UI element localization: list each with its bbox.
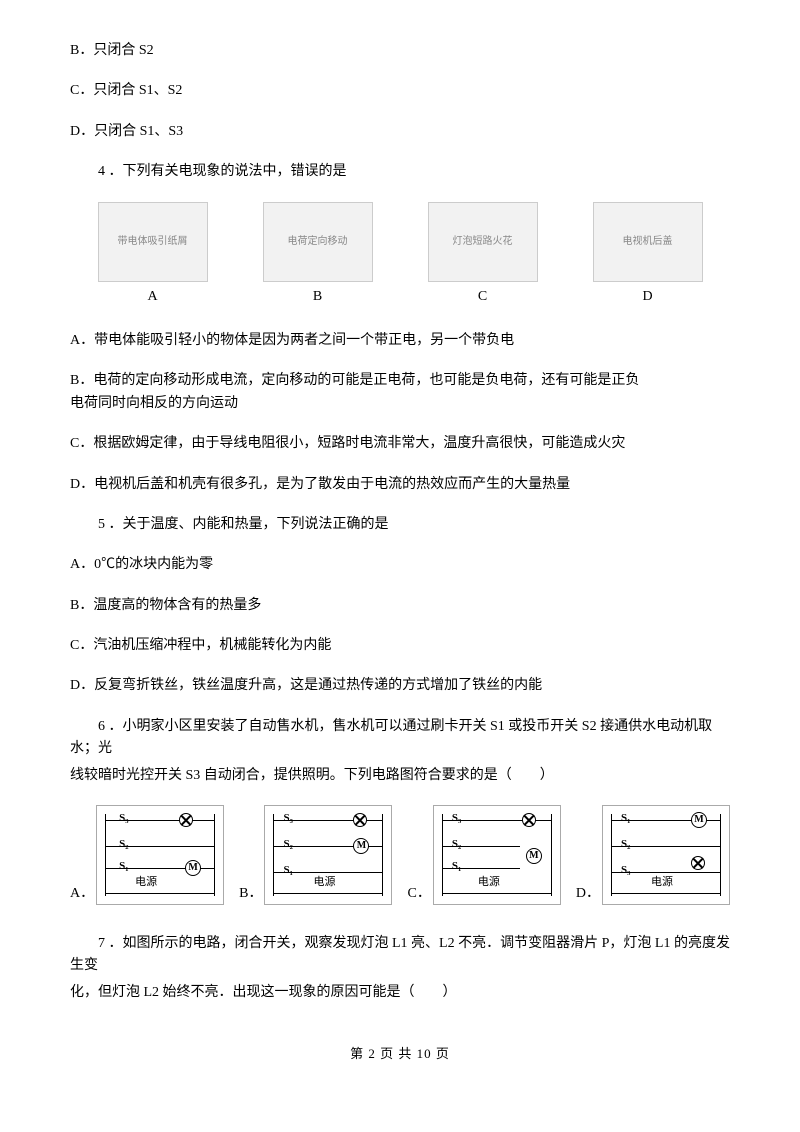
q6-circuit-b: B． S₃ S₂ M S₁ 电源	[239, 805, 392, 905]
q6-circuit-c-diagram: S₃ S₂ S₁ M 电源	[433, 805, 561, 905]
q7-stem-line1: 7 ．如图所示的电路，闭合开关，观察发现灯泡 L1 亮、L2 不亮．调节变阻器滑…	[70, 933, 730, 978]
q4-fig-c-image: 灯泡短路火花	[428, 202, 538, 282]
q4-fig-b: 电荷定向移动 B	[263, 202, 373, 308]
q4-figure-row: 带电体吸引纸屑 A 电荷定向移动 B 灯泡短路火花 C 电视机后盖 D	[70, 202, 730, 308]
q6-circuit-a-diagram: S₃ S₂ S₁ M 电源	[96, 805, 224, 905]
q6-circuit-d-label: D．	[576, 883, 600, 905]
q5-option-b: B．温度高的物体含有的热量多	[70, 595, 730, 617]
q4-fig-a-label: A	[98, 286, 208, 308]
q4-fig-c: 灯泡短路火花 C	[428, 202, 538, 308]
q6-circuit-row: A． S₃ S₂ S₁ M 电源 B． S₃ S₂	[70, 805, 730, 905]
q6-circuit-a-label: A．	[70, 883, 94, 905]
q6-circuit-a: A． S₃ S₂ S₁ M 电源	[70, 805, 224, 905]
q4-fig-b-label: B	[263, 286, 373, 308]
q3-option-d: D．只闭合 S1、S3	[70, 121, 730, 143]
q4-fig-d: 电视机后盖 D	[593, 202, 703, 308]
q6-circuit-c: C． S₃ S₂ S₁ M 电源	[408, 805, 561, 905]
q4-stem: 4 ．下列有关电现象的说法中，错误的是	[70, 161, 730, 183]
q6-circuit-b-diagram: S₃ S₂ M S₁ 电源	[264, 805, 392, 905]
q6-stem-line1: 6 ．小明家小区里安装了自动售水机，售水机可以通过刷卡开关 S1 或投币开关 S…	[70, 716, 730, 761]
q4-option-a: A．带电体能吸引轻小的物体是因为两者之间一个带正电，另一个带负电	[70, 330, 730, 352]
q5-option-a: A．0℃的冰块内能为零	[70, 554, 730, 576]
q4-option-b-line1: B．电荷的定向移动形成电流，定向移动的可能是正电荷，也可能是负电荷，还有可能是正…	[70, 370, 730, 392]
page-footer: 第 2 页 共 10 页	[70, 1044, 730, 1065]
q6-circuit-d-diagram: S₁ M S₂ S₃ 电源	[602, 805, 730, 905]
q4-fig-d-image: 电视机后盖	[593, 202, 703, 282]
q4-option-c: C．根据欧姆定律，由于导线电阻很小，短路时电流非常大，温度升高很快，可能造成火灾	[70, 433, 730, 455]
q4-fig-a: 带电体吸引纸屑 A	[98, 202, 208, 308]
q5-stem: 5 ．关于温度、内能和热量，下列说法正确的是	[70, 514, 730, 536]
q5-option-d: D．反复弯折铁丝，铁丝温度升高，这是通过热传递的方式增加了铁丝的内能	[70, 675, 730, 697]
q4-option-b-line2: 电荷同时向相反的方向运动	[70, 393, 730, 415]
q4-fig-b-image: 电荷定向移动	[263, 202, 373, 282]
q6-circuit-b-label: B．	[239, 883, 262, 905]
q4-fig-c-label: C	[428, 286, 538, 308]
q6-circuit-d: D． S₁ M S₂ S₃ 电源	[576, 805, 730, 905]
q6-circuit-c-label: C．	[408, 883, 431, 905]
q3-option-c: C．只闭合 S1、S2	[70, 80, 730, 102]
q6-stem-line2: 线较暗时光控开关 S3 自动闭合，提供照明。下列电路图符合要求的是（ ）	[70, 765, 730, 787]
q4-fig-d-label: D	[593, 286, 703, 308]
q4-fig-a-image: 带电体吸引纸屑	[98, 202, 208, 282]
q5-option-c: C．汽油机压缩冲程中，机械能转化为内能	[70, 635, 730, 657]
q7-stem-line2: 化，但灯泡 L2 始终不亮．出现这一现象的原因可能是（ ）	[70, 982, 730, 1004]
q4-option-d: D．电视机后盖和机壳有很多孔，是为了散发由于电流的热效应而产生的大量热量	[70, 474, 730, 496]
q3-option-b: B．只闭合 S2	[70, 40, 730, 62]
